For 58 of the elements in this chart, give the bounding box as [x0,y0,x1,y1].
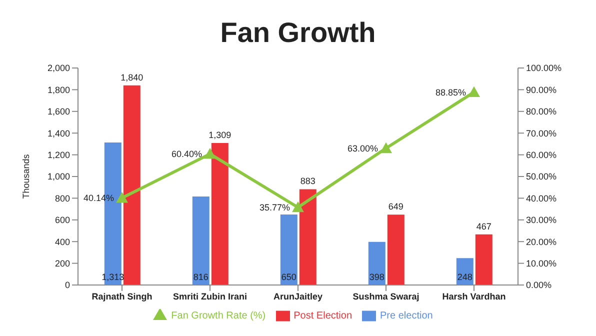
x-tick-label: Harsh Vardhan [442,291,506,302]
y2-tick-label: 0.00% [526,280,552,290]
data-label: 60.40% [171,149,202,160]
data-label: 88.85% [435,87,466,98]
bar [368,242,386,285]
bar [475,234,492,285]
y-tick-label: 2,000 [47,63,70,74]
data-label: 248 [457,272,472,282]
bar [192,196,210,285]
chart-title: Fan Growth [219,16,377,50]
bar [387,214,404,285]
x-tick-label: Rajnath Singh [92,291,152,302]
point [380,142,392,154]
bar [280,214,298,285]
data-label: 816 [193,272,208,282]
data-label: 1,309 [208,130,232,140]
point [292,201,304,212]
y-tick-label: 1,600 [47,106,70,117]
y-tick-label: 400 [54,236,70,247]
point [468,86,480,97]
x-tick-label: ArunJaitley [273,291,323,302]
x-tick-label: Smriti Zubin Irani [172,291,248,302]
data-label: 883 [300,176,316,186]
data-label: 35.77% [259,202,290,213]
bar [211,142,228,285]
y2-tick-label: 30.00% [526,215,557,226]
y-tick-label: 200 [54,258,70,268]
y2-tick-label: 90.00% [526,84,557,95]
y2-tick-label: 80.00% [526,106,557,117]
bar [123,85,140,285]
data-label: 649 [388,202,404,212]
data-label: 63.00% [347,143,378,154]
y2-tick-label: 60.00% [526,150,557,160]
data-label: 1,840 [120,72,144,82]
y2-tick-label: 40.00% [526,193,557,204]
y-tick-label: 800 [54,193,70,204]
point [116,192,128,203]
legend-label: Post Election [294,310,352,322]
data-label: 467 [476,221,492,232]
y-tick-label: 1,200 [47,150,70,160]
legend-label: Pre election [380,310,433,322]
data-label: 398 [369,272,384,282]
legend-label: Fan Growth Rate (%) [171,310,266,322]
y-tick-label: 1,000 [47,172,70,182]
y-tick-label: 600 [54,215,70,226]
bar [299,189,316,285]
y2-tick-label: 10.00% [526,258,557,268]
y-tick-label: 1,800 [47,84,70,95]
data-label: 650 [281,272,296,282]
y-tick-label: 0 [64,280,70,290]
y2-tick-label: 20.00% [526,236,557,247]
y2-tick-label: 70.00% [526,128,557,138]
y-tick-label: 1,400 [47,128,70,138]
x-tick-label: Sushma Swaraj [352,291,420,302]
point [204,148,216,159]
y-axis-title: Thousands [21,154,32,199]
y2-tick-label: 50.00% [526,172,557,182]
y2-tick-label: 100.00% [526,63,562,74]
